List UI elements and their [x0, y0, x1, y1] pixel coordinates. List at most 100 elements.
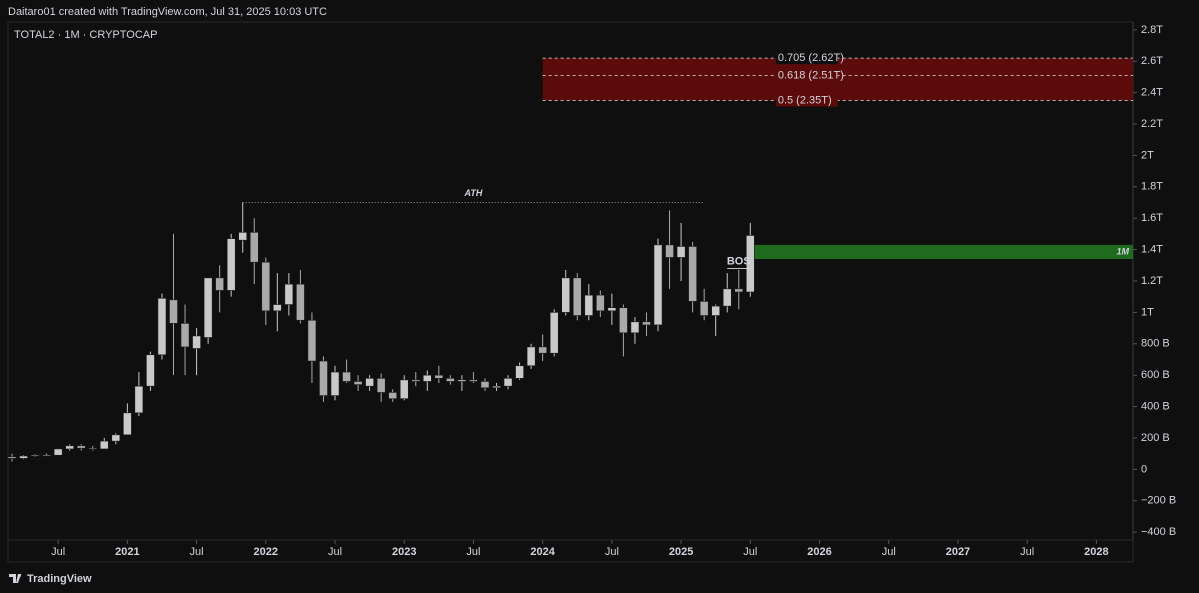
candle-body	[123, 412, 132, 436]
y-tick-label: 2.6T	[1141, 55, 1163, 67]
symbol: TOTAL2 · 1M · CRYPTOCAP	[14, 29, 157, 41]
candle-body	[30, 454, 40, 457]
y-tick-label: 2.2T	[1141, 118, 1163, 130]
candle-body	[503, 378, 513, 387]
footer: TradingView	[27, 573, 92, 585]
x-tick-label: 2027	[946, 546, 970, 558]
y-tick-label: 1.2T	[1141, 275, 1163, 287]
candle-body	[180, 323, 190, 348]
zone-1m	[750, 244, 1133, 260]
y-tick-label: 400 B	[1141, 400, 1170, 412]
fib-level-label: 0.618 (2.51T)	[778, 69, 844, 81]
candle-body	[572, 277, 582, 316]
candle-body	[549, 312, 559, 354]
candle-body	[480, 381, 490, 389]
logo-icon	[9, 574, 21, 583]
fib-label-bg	[775, 69, 838, 82]
candle-body	[630, 321, 640, 334]
candle-body	[653, 244, 663, 326]
candle-body	[238, 232, 248, 241]
candle-body	[307, 319, 317, 362]
candle-body	[711, 305, 721, 316]
x-tick-label: Jul	[51, 546, 65, 558]
candle-body	[642, 321, 651, 326]
candle-body	[676, 246, 686, 258]
x-tick-label: Jul	[605, 546, 619, 558]
candle-body	[65, 445, 75, 450]
candle-body	[353, 381, 363, 385]
candle-body	[734, 288, 744, 293]
candle-body	[261, 261, 271, 312]
x-tick-label: Jul	[743, 546, 757, 558]
x-tick-label: Jul	[190, 546, 204, 558]
fib-label-bg	[775, 52, 838, 65]
candle-body	[134, 385, 144, 414]
candle-body	[388, 392, 398, 400]
x-tick-label: 2021	[115, 546, 139, 558]
candle-body	[469, 379, 478, 382]
candle-body	[584, 294, 594, 316]
y-tick-label: 1.4T	[1141, 244, 1163, 256]
candle-body	[596, 294, 605, 312]
candle-body	[330, 371, 340, 396]
candle-body	[446, 378, 455, 382]
y-tick-label: 2T	[1141, 149, 1154, 161]
candle-body	[619, 307, 628, 334]
candle-body	[53, 448, 63, 456]
candle-body	[249, 232, 259, 263]
candle-body	[88, 447, 98, 450]
candle-body	[376, 378, 386, 393]
candle-body	[722, 288, 732, 307]
fib-level-label: 0.5 (2.35T)	[778, 94, 832, 106]
y-tick-label: 1.6T	[1141, 212, 1163, 224]
logo-dot	[18, 574, 21, 577]
zone-1m-label: 1M	[1116, 246, 1129, 256]
candle-body	[99, 440, 109, 450]
candle-body	[169, 299, 178, 324]
y-tick-label: 200 B	[1141, 432, 1170, 444]
candle-body	[422, 374, 432, 382]
candle-body	[319, 360, 328, 396]
candle-body	[215, 277, 224, 291]
fib-level-label: 0.705 (2.62T)	[778, 52, 844, 64]
candle-body	[203, 277, 213, 338]
candle-body	[526, 346, 536, 367]
candle-body	[19, 455, 28, 459]
candle-body	[42, 454, 51, 457]
header: Daitaro01 created with TradingView.com, …	[8, 6, 327, 18]
candle-body	[665, 244, 674, 258]
ath-label: ATH	[464, 188, 483, 198]
x-tick-label: Jul	[882, 546, 896, 558]
x-tick-label: 2023	[392, 546, 416, 558]
candle-body	[365, 378, 374, 387]
candle-body	[7, 456, 17, 459]
candle-body	[434, 374, 444, 379]
x-tick-label: 2026	[807, 546, 831, 558]
y-tick-label: 0	[1141, 463, 1147, 475]
y-tick-label: 1.8T	[1141, 181, 1163, 193]
x-tick-label: Jul	[328, 546, 342, 558]
x-tick-label: 2025	[669, 546, 693, 558]
candle-body	[146, 354, 155, 387]
candle-body	[538, 346, 547, 354]
candle-body	[76, 445, 86, 449]
y-tick-label: 600 B	[1141, 369, 1170, 381]
candles	[7, 202, 755, 462]
candle-body	[515, 365, 524, 379]
bos-label: BOS	[727, 255, 751, 267]
candle-body	[111, 434, 121, 442]
candle-body	[492, 385, 501, 389]
candle-body	[699, 301, 709, 316]
y-tick-label: 1T	[1141, 306, 1154, 318]
candle-body	[688, 246, 697, 302]
tv-logo	[9, 574, 21, 583]
candle-body	[561, 277, 571, 313]
y-tick-label: 800 B	[1141, 338, 1170, 350]
candle-body	[284, 283, 294, 305]
candle-body	[342, 371, 351, 382]
candle-body	[411, 379, 421, 382]
x-tick-label: Jul	[1020, 546, 1034, 558]
y-tick-label: −400 B	[1141, 526, 1176, 538]
y-tick-label: −200 B	[1141, 495, 1176, 507]
